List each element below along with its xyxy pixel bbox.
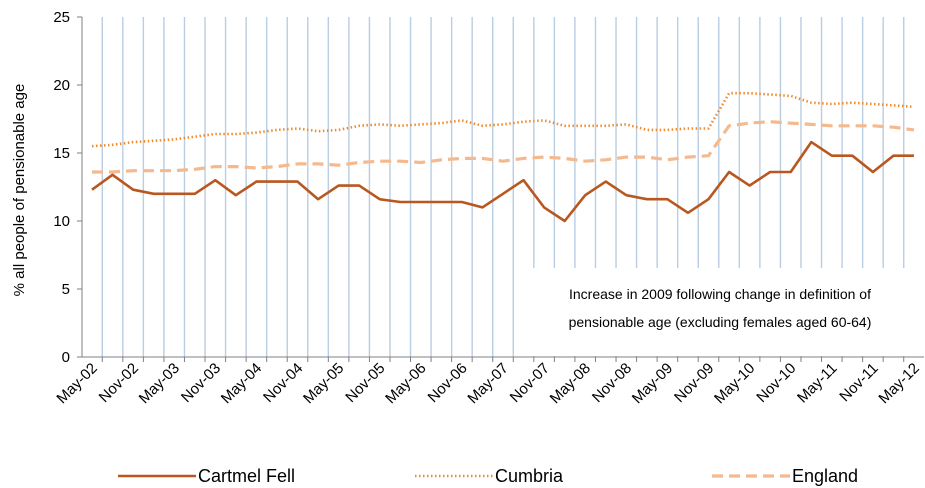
x-tick-label: May-05	[300, 360, 347, 407]
annotation-background	[514, 268, 924, 356]
x-tick-labels: May-02Nov-02May-03Nov-03May-04Nov-04May-…	[53, 360, 922, 407]
x-tick-label: May-07	[464, 360, 511, 407]
y-tick-label: 0	[62, 349, 70, 366]
legend: Cartmel Fell Cumbria England	[118, 466, 858, 486]
y-tick-label: 10	[53, 213, 70, 230]
y-axis-title: % all people of pensionable age	[11, 84, 28, 297]
y-tick-label: 15	[53, 145, 70, 162]
x-tick-label: Nov-09	[671, 360, 717, 406]
x-tick-label: Nov-08	[589, 360, 635, 406]
axes	[77, 16, 924, 362]
y-tick-label: 5	[62, 281, 70, 298]
x-tick-label: Nov-07	[507, 360, 553, 406]
series-line-cartmel-fell	[91, 140, 914, 223]
x-tick-label: Nov-05	[342, 360, 388, 406]
x-tick-label: Nov-03	[178, 360, 224, 406]
x-tick-label: May-11	[794, 360, 841, 407]
y-tick-label: 20	[53, 77, 70, 94]
legend-label: England	[792, 466, 858, 486]
series-line-england	[92, 120, 915, 174]
x-tick-label: May-10	[711, 360, 758, 407]
x-tick-label: Nov-04	[260, 360, 306, 406]
annotation-line-1: Increase in 2009 following change in def…	[569, 286, 871, 302]
y-tick-label: 25	[53, 9, 70, 26]
series-lines	[91, 91, 915, 223]
x-tick-label: Nov-06	[425, 360, 471, 406]
legend-label: Cumbria	[495, 466, 564, 486]
x-tick-label: Nov-10	[753, 360, 799, 406]
annotation-box	[514, 268, 924, 356]
x-tick-label: May-03	[136, 360, 183, 407]
x-tick-label: May-02	[53, 360, 100, 407]
annotation-line-2: pensionable age (excluding females aged …	[569, 314, 872, 330]
x-tick-label: Nov-11	[836, 360, 881, 405]
legend-label: Cartmel Fell	[198, 466, 295, 486]
x-tick-label: May-09	[629, 360, 676, 407]
x-tick-label: May-12	[875, 360, 922, 407]
series-line-cumbria	[91, 91, 915, 148]
x-tick-label: Nov-02	[96, 360, 142, 406]
x-tick-label: May-08	[547, 360, 594, 407]
y-tick-labels: 0 5 10 15 20 25	[53, 9, 70, 366]
x-tick-label: May-06	[382, 360, 429, 407]
x-tick-label: May-04	[218, 360, 265, 407]
